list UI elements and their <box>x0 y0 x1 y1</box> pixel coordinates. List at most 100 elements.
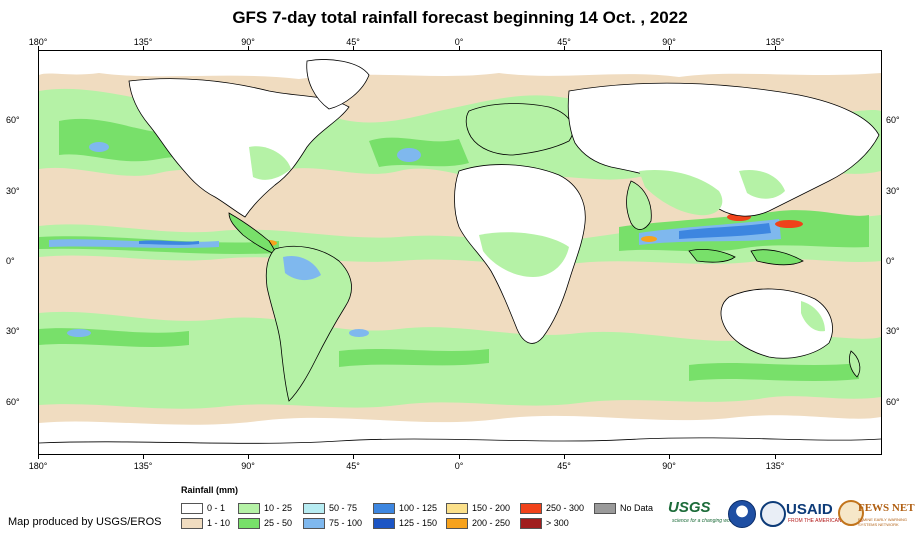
legend-label: 200 - 250 <box>472 518 511 528</box>
tick-mark <box>143 455 144 459</box>
legend-label: 10 - 25 <box>264 503 293 513</box>
new-zealand-landmass <box>849 350 861 378</box>
legend-swatch <box>303 517 325 529</box>
legend-item: 25 - 50 <box>238 517 292 529</box>
legend-label: 75 - 100 <box>329 518 363 528</box>
south-asia-rain <box>639 169 723 216</box>
south-atlantic-heavy <box>349 329 369 337</box>
tick-mark <box>775 46 776 50</box>
eastern-us-rain <box>249 146 291 180</box>
tick-mark <box>459 46 460 50</box>
legend-item: 200 - 250 <box>446 517 510 529</box>
map-credit: Map produced by USGS/EROS <box>8 516 162 528</box>
lon-label-top: 90° <box>241 37 255 47</box>
east-asia-rain <box>739 169 785 199</box>
usaid-tagline: FROM THE AMERICAN PEOPLE <box>788 518 863 524</box>
usaid-logo: USAID <box>786 501 833 518</box>
tick-mark <box>564 455 565 459</box>
lon-label-bottom: 180° <box>28 461 48 471</box>
greenland-landmass <box>306 59 370 110</box>
legend-item: 150 - 200 <box>446 502 510 514</box>
legend-item: 250 - 300 <box>520 502 584 514</box>
lat-label-right: 30° <box>886 326 900 336</box>
lon-label-top: 135° <box>765 37 785 47</box>
usgs-tagline: science for a changing world <box>672 518 736 524</box>
legend-item: 0 - 1 <box>181 502 225 514</box>
south-atlantic-rain <box>339 349 489 367</box>
legend-item: 10 - 25 <box>238 502 292 514</box>
lon-label-top: 45° <box>346 37 360 47</box>
lat-label-left: 60° <box>6 115 20 125</box>
antarctic-dry-area <box>39 415 881 454</box>
legend-swatch <box>520 517 542 529</box>
legend-item: 75 - 100 <box>303 517 362 529</box>
antarctica-coastline <box>39 437 881 444</box>
legend-item: 50 - 75 <box>303 502 357 514</box>
indonesia-landmass <box>688 249 736 263</box>
lon-label-bottom: 0° <box>454 461 464 471</box>
legend-swatch <box>238 502 260 514</box>
legend-item: No Data <box>594 502 653 514</box>
noaa-logo-icon <box>728 500 756 528</box>
legend-label: 0 - 1 <box>207 503 226 513</box>
fews-net-tagline: FAMINE EARLY WARNING SYSTEMS NETWORK <box>858 517 908 527</box>
lon-label-top: 0° <box>454 37 464 47</box>
asia-landmass <box>567 82 880 217</box>
tick-mark <box>353 455 354 459</box>
tick-mark <box>669 46 670 50</box>
lat-label-left: 30° <box>6 326 20 336</box>
lat-label-left: 0° <box>6 256 15 266</box>
rainfall-map[interactable] <box>38 50 882 455</box>
tick-mark <box>775 455 776 459</box>
lat-label-left: 30° <box>6 186 20 196</box>
tick-mark <box>38 455 39 459</box>
legend-swatch <box>520 502 542 514</box>
north-america-landmass <box>128 78 350 218</box>
legend-swatch <box>446 517 468 529</box>
lon-label-bottom: 45° <box>346 461 360 471</box>
tick-mark <box>459 455 460 459</box>
rainfall-map-svg <box>39 51 881 454</box>
legend-item: > 300 <box>520 517 569 529</box>
lon-label-top: 45° <box>557 37 571 47</box>
lat-label-right: 60° <box>886 115 900 125</box>
legend-label: 250 - 300 <box>546 503 585 513</box>
tick-mark <box>38 46 39 50</box>
tick-mark <box>143 46 144 50</box>
fews-net-emblem-icon <box>838 500 864 526</box>
central-africa-rain <box>479 232 569 277</box>
map-title: GFS 7-day total rainfall forecast beginn… <box>232 8 688 27</box>
bay-of-bengal-extreme <box>641 236 657 242</box>
legend-label: 1 - 10 <box>207 518 231 528</box>
tick-mark <box>564 46 565 50</box>
legend-swatch <box>181 502 203 514</box>
itcz-pacific-heavy <box>49 239 219 248</box>
lat-label-left: 60° <box>6 397 20 407</box>
south-pacific-heavy <box>67 329 91 337</box>
legend-label: > 300 <box>546 518 569 528</box>
legend-item: 125 - 150 <box>373 517 437 529</box>
legend-swatch <box>181 517 203 529</box>
legend-label: 50 - 75 <box>329 503 358 513</box>
tick-mark <box>669 455 670 459</box>
north-pacific-heavy <box>89 142 109 152</box>
lon-label-top: 90° <box>662 37 676 47</box>
lon-label-bottom: 90° <box>241 461 255 471</box>
legend-swatch <box>373 517 395 529</box>
south-america-landmass <box>265 245 352 402</box>
lon-label-bottom: 45° <box>557 461 571 471</box>
west-pacific-extreme <box>775 220 803 228</box>
legend-label: 25 - 50 <box>264 518 293 528</box>
west-pacific-core <box>679 223 771 239</box>
legend-item: 100 - 125 <box>373 502 437 514</box>
legend-label: No Data <box>620 503 654 513</box>
tick-mark <box>248 46 249 50</box>
legend-label: 125 - 150 <box>399 518 438 528</box>
legend-swatch <box>373 502 395 514</box>
arctic-dry-area <box>39 51 881 79</box>
amazon-heavy-rain <box>283 255 321 281</box>
lat-label-right: 30° <box>886 186 900 196</box>
legend-title: Rainfall (mm) <box>181 485 239 495</box>
legend-item: 1 - 10 <box>181 517 230 529</box>
usaid-seal-icon <box>760 501 786 527</box>
